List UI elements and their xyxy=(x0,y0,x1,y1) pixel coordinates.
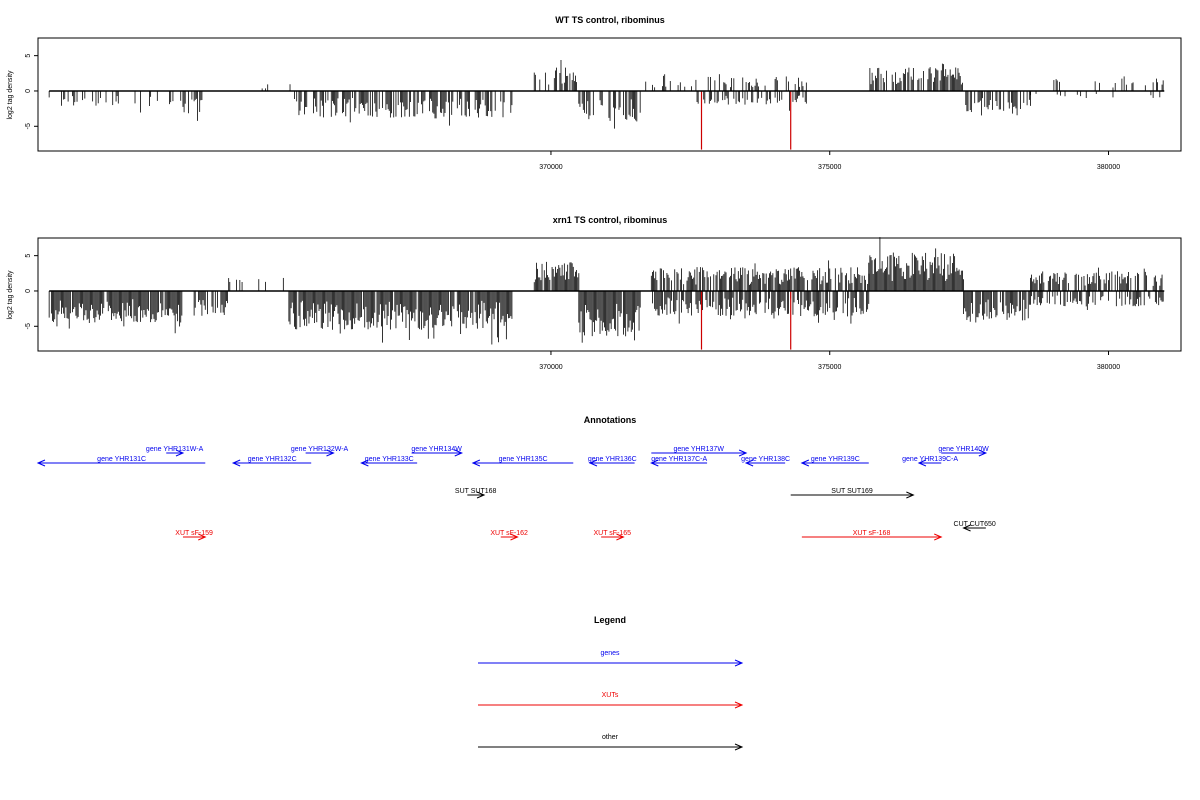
feature-label: XUT sF-162 xyxy=(490,530,528,537)
y-tick-label: -5 xyxy=(25,123,32,129)
feature-arrowhead xyxy=(198,533,207,541)
x-tick-label: 380000 xyxy=(1097,164,1120,171)
feature-arrowhead xyxy=(738,449,748,457)
feature-label: gene YHR132W-A xyxy=(291,446,349,453)
feature-arrowhead xyxy=(360,459,369,467)
feature-arrowhead xyxy=(744,459,754,467)
feature-label: gene YHR131C xyxy=(97,456,146,463)
feature-arrowhead xyxy=(510,533,519,541)
feature-label: gene YHR137C-A xyxy=(651,456,707,463)
feature-arrowhead xyxy=(962,524,971,532)
legend-label: other xyxy=(602,734,619,741)
annotations-title: Annotations xyxy=(584,415,637,425)
feature-arrowhead xyxy=(175,449,185,457)
wt-axes: 370000 375000 380000 5 0 -5 xyxy=(25,54,1120,171)
feature-arrowhead xyxy=(650,459,659,467)
feature-label: XUT sF-159 xyxy=(175,530,213,537)
feature-arrowhead xyxy=(231,459,241,467)
legend-arrowhead xyxy=(734,659,744,667)
feature-label: gene YHR133C xyxy=(365,456,414,463)
legend-arrowhead xyxy=(734,701,744,709)
x-tick-label: 370000 xyxy=(539,364,562,371)
feature-label: gene YHR137W xyxy=(673,446,724,453)
xrn1-plot-frame xyxy=(37,237,1182,352)
legend-label: genes xyxy=(600,650,620,657)
x-tick-label: 375000 xyxy=(818,364,841,371)
wt-panel-title: WT TS control, ribominus xyxy=(555,15,665,25)
x-tick-label: 380000 xyxy=(1097,364,1120,371)
y-tick-label: 0 xyxy=(25,289,32,293)
feature-arrowhead xyxy=(934,533,943,541)
feature-label: CUT CUT650 xyxy=(954,521,996,528)
wt-bars xyxy=(48,60,1165,150)
feature-label: gene YHR132C xyxy=(248,456,297,463)
x-tick-label: 375000 xyxy=(818,164,841,171)
feature-arrowhead xyxy=(800,459,810,467)
legend-title: Legend xyxy=(594,615,626,625)
feature-arrowhead xyxy=(978,449,988,457)
wt-plot-frame xyxy=(37,37,1182,152)
feature-label: SUT SUT168 xyxy=(455,488,497,495)
wt-y-axis-label: log2 tag density xyxy=(7,70,14,120)
y-tick-label: -5 xyxy=(25,323,32,329)
feature-arrowhead xyxy=(36,459,46,467)
feature-label: gene YHR140W xyxy=(938,446,989,453)
feature-label: gene YHR134W xyxy=(411,446,462,453)
legend-items: genes XUTs other xyxy=(478,650,744,751)
feature-label: gene YHR136C xyxy=(588,456,637,463)
feature-label: gene YHR139C-A xyxy=(902,456,958,463)
feature-label: XUT sF-168 xyxy=(853,530,891,537)
feature-label: gene YHR138C xyxy=(741,456,790,463)
xrn1-axes: 370000 375000 380000 5 0 -5 xyxy=(25,254,1120,371)
legend-arrowhead xyxy=(734,743,744,751)
feature-arrowhead xyxy=(326,449,335,457)
y-tick-label: 5 xyxy=(25,54,32,58)
x-tick-label: 370000 xyxy=(539,164,562,171)
feature-arrowhead xyxy=(454,449,464,457)
feature-arrowhead xyxy=(588,459,598,467)
feature-arrowhead xyxy=(616,533,625,541)
feature-arrowhead xyxy=(471,459,481,467)
xrn1-bars xyxy=(48,237,1165,350)
feature-arrowhead xyxy=(476,491,486,499)
legend: Legend genes XUTs other xyxy=(478,615,744,751)
feature-label: SUT SUT169 xyxy=(831,488,873,495)
y-tick-label: 0 xyxy=(25,89,32,93)
xrn1-panel-title: xrn1 TS control, ribominus xyxy=(553,215,668,225)
xrn1-y-axis-label: log2 tag density xyxy=(7,270,14,320)
wt-panel: WT TS control, ribominus 370000 375000 380… xyxy=(7,15,1182,171)
feature-label: XUT sF-165 xyxy=(593,530,631,537)
feature-arrowhead xyxy=(906,491,915,499)
y-tick-label: 5 xyxy=(25,254,32,258)
feature-label: gene YHR139C xyxy=(811,456,860,463)
feature-label: gene YHR135C xyxy=(499,456,548,463)
legend-label: XUTs xyxy=(602,692,619,699)
feature-label: gene YHR131W-A xyxy=(146,446,204,453)
feature-arrowhead xyxy=(917,459,927,467)
xrn1-panel: xrn1 TS control, ribominus 370000 375000 3… xyxy=(7,215,1182,371)
